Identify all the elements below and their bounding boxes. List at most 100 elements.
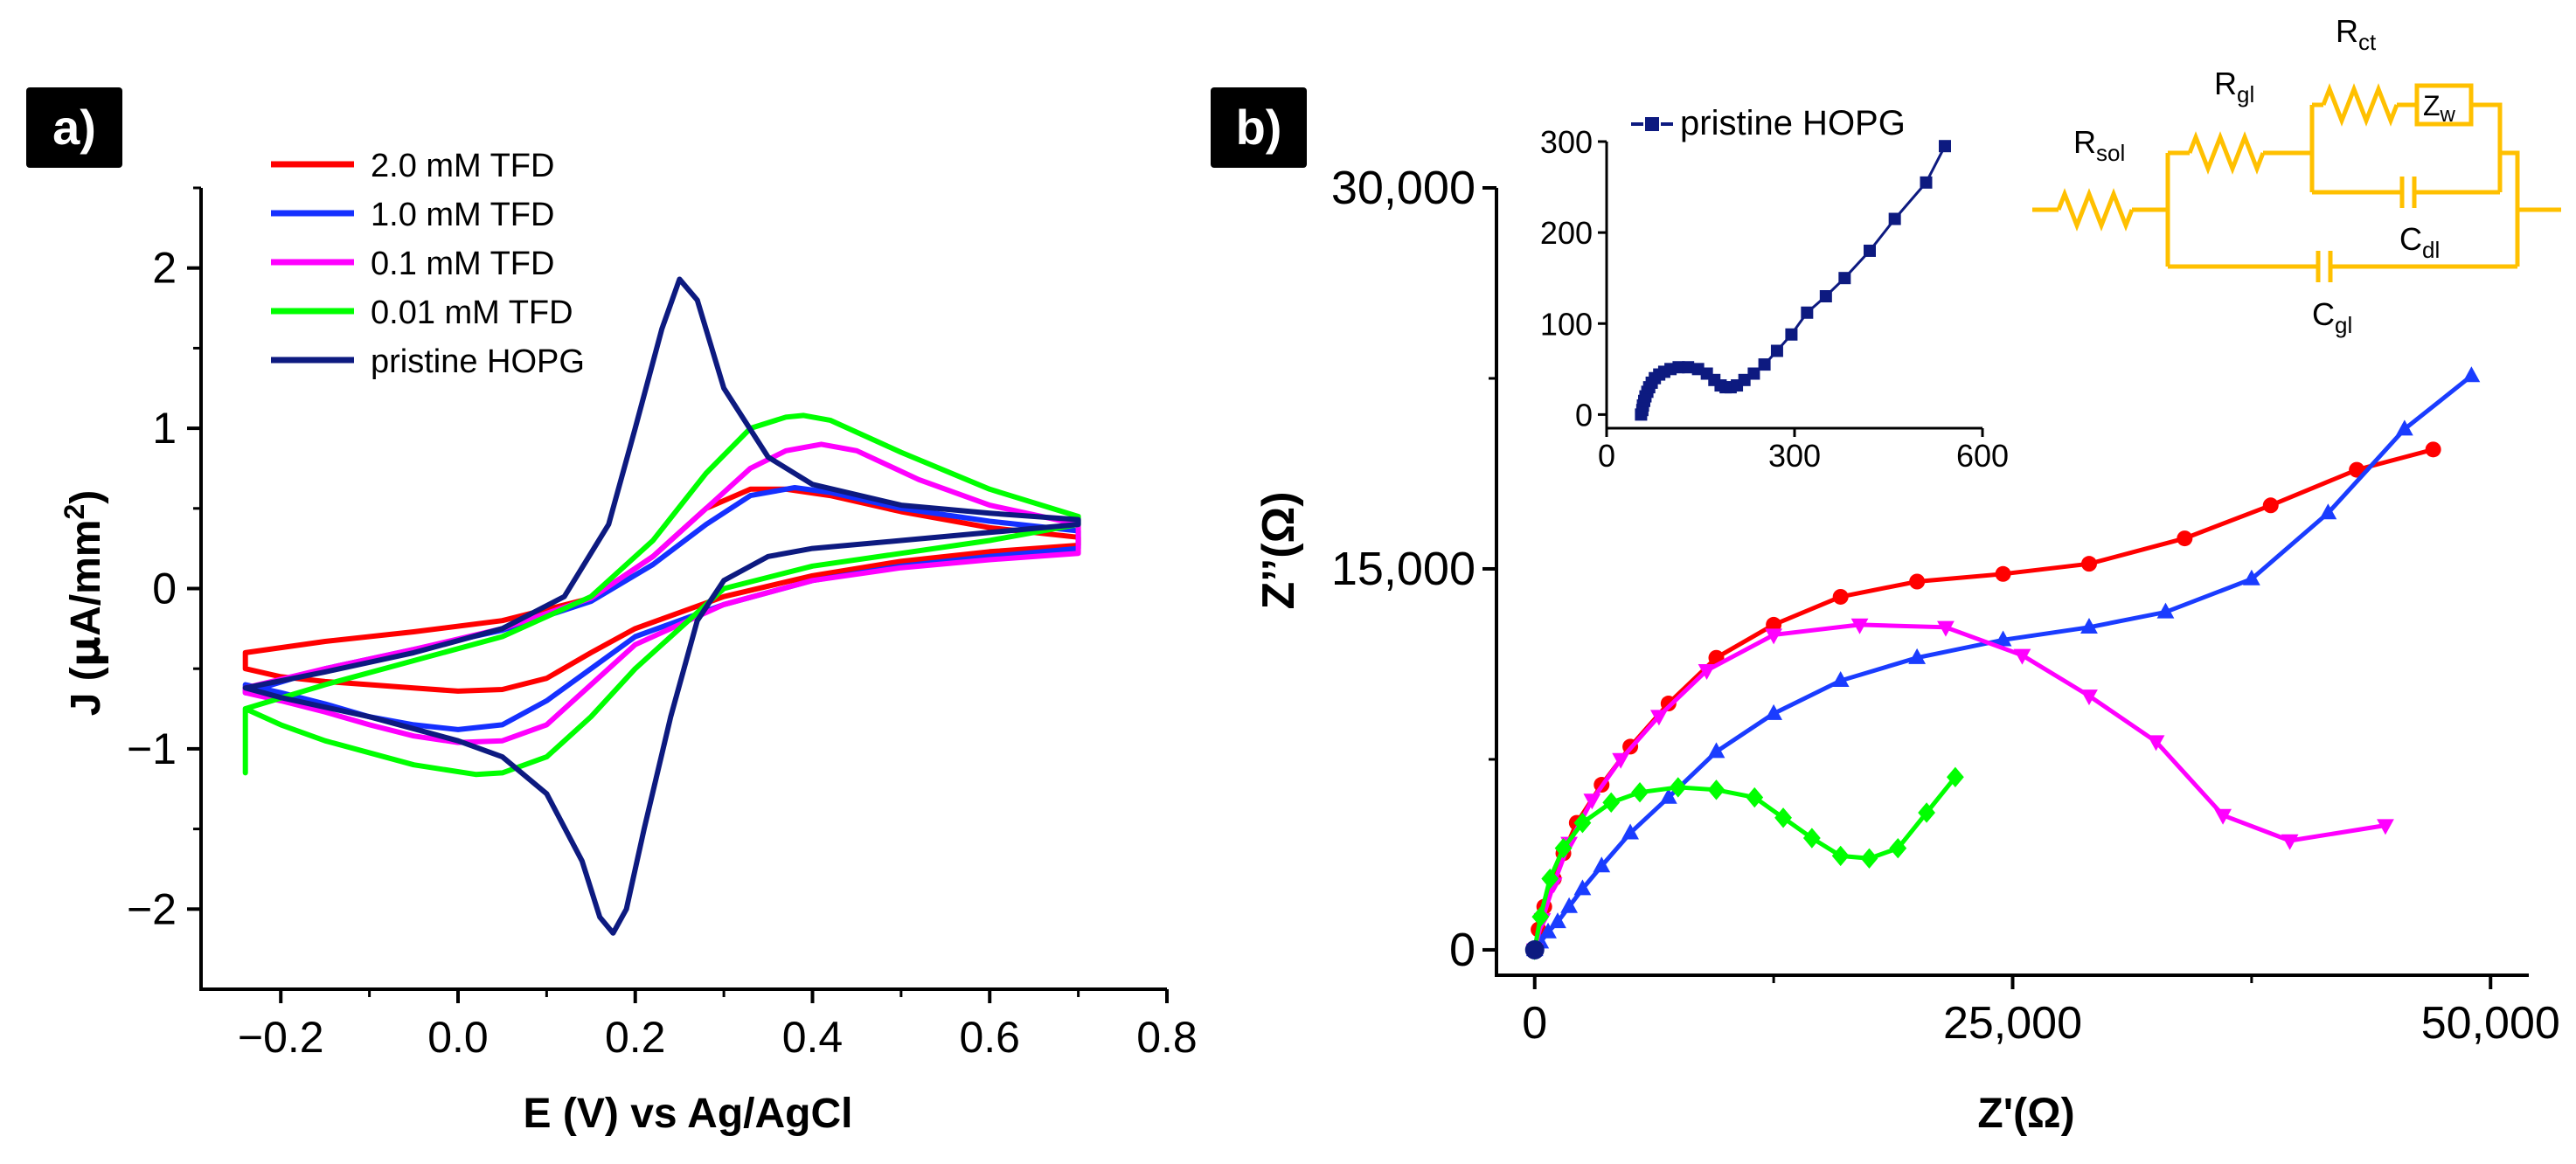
cv-legend-label-2-0-mm-tfd: 2.0 mM TFD bbox=[371, 148, 554, 184]
nyquist-point-green bbox=[1573, 812, 1592, 834]
nyquist-point-magenta bbox=[2377, 819, 2394, 835]
nyquist-series-blue bbox=[1525, 366, 2481, 957]
cv-x-axis-label: E (V) vs Ag/AgCl bbox=[524, 1091, 853, 1137]
nyquist-x-tick-label: 25,000 bbox=[1943, 998, 2082, 1049]
label-z-w: Zw bbox=[2423, 90, 2456, 127]
nyquist-x-tick-label: 50,000 bbox=[2421, 998, 2560, 1049]
nyquist-point-blue bbox=[1765, 703, 1783, 720]
nyquist-point-blue bbox=[1539, 922, 1557, 939]
nyquist-point-magenta bbox=[1850, 618, 1869, 634]
cv-y-label-mu: μ bbox=[61, 636, 110, 667]
panel-b-label: b) bbox=[1236, 100, 1282, 155]
resistor-r-sol-icon bbox=[2056, 188, 2135, 232]
inset-point bbox=[1785, 328, 1798, 341]
nyquist-point-red bbox=[1995, 565, 2011, 582]
cv-x-tick-label: 0.2 bbox=[605, 1013, 666, 1062]
inset-point bbox=[1801, 306, 1814, 319]
panel-b-label-badge: b) bbox=[1211, 87, 1307, 168]
nyquist-point-red bbox=[1832, 588, 1849, 605]
nyquist-point-blue bbox=[1831, 671, 1850, 688]
nyquist-point-blue bbox=[2462, 366, 2481, 383]
nyquist-point-magenta bbox=[2080, 689, 2098, 706]
nyquist-point-green bbox=[1802, 828, 1821, 849]
cv-y-label-superscript: 2 bbox=[59, 504, 90, 520]
nyquist-line-green bbox=[1532, 775, 1957, 951]
nyquist-point-blue bbox=[2242, 569, 2260, 585]
nyquist-point-blue bbox=[1549, 912, 1566, 929]
label-c-dl: Cdl bbox=[2399, 221, 2440, 263]
nyquist-point-green bbox=[1531, 906, 1550, 927]
cv-legend-label-1-0-mm-tfd: 1.0 mM TFD bbox=[371, 197, 554, 233]
inset-legend-marker bbox=[1645, 117, 1659, 131]
cv-y-label-part-2: A/mm bbox=[63, 520, 109, 636]
nyquist-point-green bbox=[1541, 868, 1559, 890]
cv-series-0-1-mm-tfd bbox=[242, 441, 1081, 745]
nyquist-point-green bbox=[1918, 802, 1935, 823]
nyquist-point-blue bbox=[2319, 503, 2337, 520]
nyquist-series-red bbox=[1526, 441, 2441, 958]
nyquist-y-axis-label: Z’’(Ω) bbox=[1253, 491, 1304, 609]
cv-x-tick-label: 0.4 bbox=[782, 1013, 844, 1062]
inset-point bbox=[1672, 361, 1685, 374]
nyquist-y-tick-label: 0 bbox=[1449, 924, 1475, 976]
nyquist-point-green bbox=[1774, 807, 1792, 828]
cv-y-axis-label: J (μA/mm2) bbox=[59, 490, 110, 716]
cv-y-tick-label: −1 bbox=[127, 724, 177, 773]
cv-legend-label-0-1-mm-tfd: 0.1 mM TFD bbox=[371, 246, 554, 282]
cv-y-tick-label: 1 bbox=[152, 404, 177, 453]
resistor-r-gl-icon bbox=[2187, 131, 2266, 175]
cv-legend-label-pristine-hopg: pristine HOPG bbox=[371, 343, 585, 380]
inset-point bbox=[1819, 290, 1832, 303]
nyquist-point-red bbox=[1660, 696, 1677, 712]
cv-y-label-part-3: ) bbox=[63, 490, 109, 504]
capacitor-c-dl-icon bbox=[2399, 177, 2417, 208]
inset-point bbox=[1758, 358, 1771, 371]
nyquist-point-magenta bbox=[2214, 808, 2232, 825]
cv-x-tick-label: 0.6 bbox=[959, 1013, 1020, 1062]
panel-a-cv-chart: a) −0.2 0.0 0.2 0.4 0.6 0.8 −2 −1 0 1 2 2.0 mM TFD… bbox=[26, 87, 1198, 1137]
nyquist-point-red bbox=[2177, 530, 2193, 547]
cv-series-pristine-hopg bbox=[242, 276, 1081, 936]
inset-y-tick-label: 200 bbox=[1540, 215, 1593, 251]
panel-b-nyquist-chart: b) 0 25,000 50,000 0 15,000 30,000 Z'(Ω) Z’’(… bbox=[1211, 13, 2561, 1137]
cv-x-tick-label: 0.0 bbox=[427, 1013, 489, 1062]
nyquist-x-tick-label: 0 bbox=[1522, 998, 1547, 1049]
nyquist-point-hopg-origin bbox=[1524, 939, 1545, 960]
nyquist-point-green bbox=[1669, 777, 1687, 798]
nyquist-point-red bbox=[1909, 573, 1926, 590]
nyquist-point-magenta bbox=[2013, 648, 2031, 665]
nyquist-point-magenta bbox=[1612, 752, 1630, 769]
cv-series-1-0-mm-tfd bbox=[242, 485, 1081, 732]
inset-series-line bbox=[1639, 145, 1947, 415]
nyquist-point-green bbox=[1746, 786, 1764, 808]
inset-y-tick-label: 100 bbox=[1540, 306, 1593, 342]
inset-point bbox=[1682, 361, 1695, 374]
nyquist-point-blue bbox=[1908, 648, 1927, 664]
inset-x-tick-label: 0 bbox=[1598, 438, 1615, 474]
inset-point bbox=[1770, 344, 1783, 357]
cv-axes: −0.2 0.0 0.2 0.4 0.6 0.8 −2 −1 0 1 2 bbox=[127, 186, 1198, 1062]
label-r-gl: Rgl bbox=[2214, 66, 2254, 107]
circuit-wire-zw-out bbox=[2471, 102, 2561, 267]
nyquist-point-magenta bbox=[1649, 710, 1668, 726]
cv-y-label-part-1: J ( bbox=[63, 667, 109, 716]
circuit-wire-node-left bbox=[2132, 153, 2170, 267]
inset-chart: 0 300 600 0 100 200 300 pristine HOPG bbox=[1540, 104, 2009, 474]
nyquist-point-magenta bbox=[2281, 834, 2299, 850]
nyquist-point-blue bbox=[1573, 879, 1592, 896]
nyquist-point-blue bbox=[2156, 602, 2175, 619]
nyquist-x-axis-label: Z'(Ω) bbox=[1977, 1091, 2074, 1137]
nyquist-point-green bbox=[1631, 782, 1649, 803]
inset-legend-label: pristine HOPG bbox=[1680, 104, 1906, 142]
cv-legend-label-0-01-mm-tfd: 0.01 mM TFD bbox=[371, 294, 573, 331]
nyquist-point-red bbox=[2080, 556, 2097, 572]
nyquist-point-magenta bbox=[1765, 628, 1783, 645]
nyquist-point-blue bbox=[1621, 823, 1639, 840]
inset-point bbox=[1838, 272, 1851, 285]
nyquist-y-tick-label: 30,000 bbox=[1331, 162, 1475, 214]
nyquist-point-green bbox=[1602, 792, 1621, 814]
nyquist-point-blue bbox=[1707, 742, 1725, 759]
nyquist-point-green bbox=[1707, 779, 1725, 800]
nyquist-axes: 0 25,000 50,000 0 15,000 30,000 bbox=[1331, 162, 2560, 1049]
nyquist-point-red bbox=[2349, 461, 2365, 478]
